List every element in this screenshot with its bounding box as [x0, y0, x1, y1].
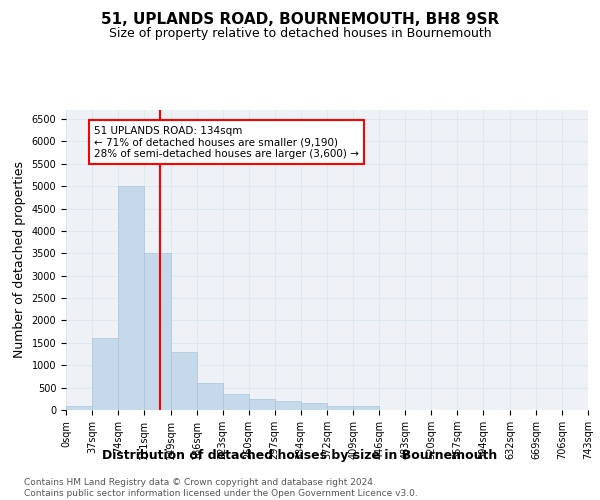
Bar	[301, 404, 328, 410]
Bar	[275, 401, 301, 410]
Bar	[223, 394, 248, 410]
Bar	[92, 338, 118, 410]
Bar	[170, 352, 197, 410]
Bar	[248, 399, 275, 410]
Bar	[144, 254, 170, 410]
Bar	[328, 406, 353, 410]
Text: Contains HM Land Registry data © Crown copyright and database right 2024.
Contai: Contains HM Land Registry data © Crown c…	[24, 478, 418, 498]
Text: 51, UPLANDS ROAD, BOURNEMOUTH, BH8 9SR: 51, UPLANDS ROAD, BOURNEMOUTH, BH8 9SR	[101, 12, 499, 28]
Text: Size of property relative to detached houses in Bournemouth: Size of property relative to detached ho…	[109, 28, 491, 40]
Bar	[353, 406, 379, 410]
Bar	[197, 383, 223, 410]
Text: Distribution of detached houses by size in Bournemouth: Distribution of detached houses by size …	[103, 448, 497, 462]
Y-axis label: Number of detached properties: Number of detached properties	[13, 162, 26, 358]
Bar	[118, 186, 144, 410]
Text: 51 UPLANDS ROAD: 134sqm
← 71% of detached houses are smaller (9,190)
28% of semi: 51 UPLANDS ROAD: 134sqm ← 71% of detache…	[94, 126, 359, 159]
Bar	[66, 406, 92, 410]
